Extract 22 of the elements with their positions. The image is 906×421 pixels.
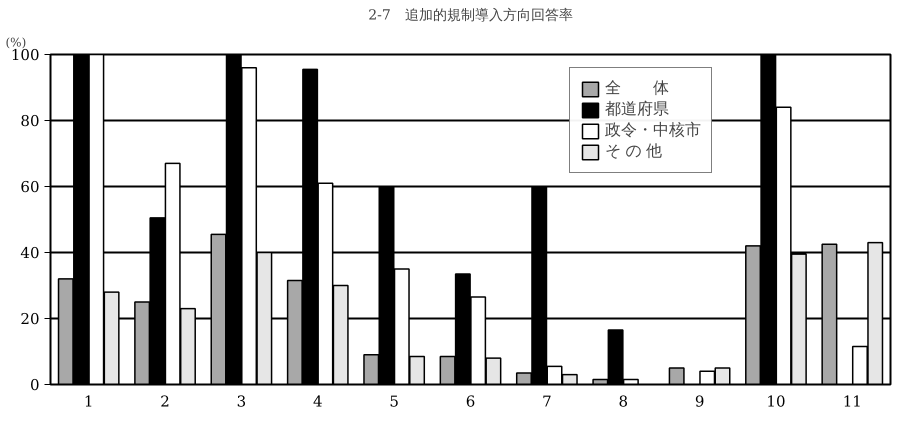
- y-tick-label: 20: [20, 310, 40, 328]
- x-tick-label: 1: [84, 392, 94, 410]
- x-tick-label: 2: [160, 392, 170, 410]
- x-tick-label: 10: [766, 392, 786, 410]
- x-tick-label: 9: [694, 392, 704, 410]
- x-tick-label: 3: [236, 392, 246, 410]
- x-tick-label: 7: [542, 392, 552, 410]
- y-tick-label: 40: [20, 244, 40, 262]
- chart-title: 2-7 追加的規制導入方向回答率: [368, 8, 573, 24]
- legend-label: 全 体: [605, 79, 669, 99]
- x-tick-label: 5: [389, 392, 399, 410]
- y-axis-title: (%): [6, 36, 26, 50]
- legend-label: そ の 他: [605, 142, 662, 162]
- x-tick-label: 8: [618, 392, 628, 410]
- legend-label: 都道府県: [605, 100, 669, 120]
- y-tick-label: 60: [20, 178, 40, 196]
- x-tick-label: 11: [842, 392, 862, 410]
- y-tick-label: 80: [20, 112, 40, 130]
- y-tick-label: 0: [30, 376, 40, 394]
- x-tick-label: 4: [313, 392, 323, 410]
- legend-label: 政令・中核市: [605, 120, 701, 141]
- x-tick-label: 6: [466, 392, 476, 410]
